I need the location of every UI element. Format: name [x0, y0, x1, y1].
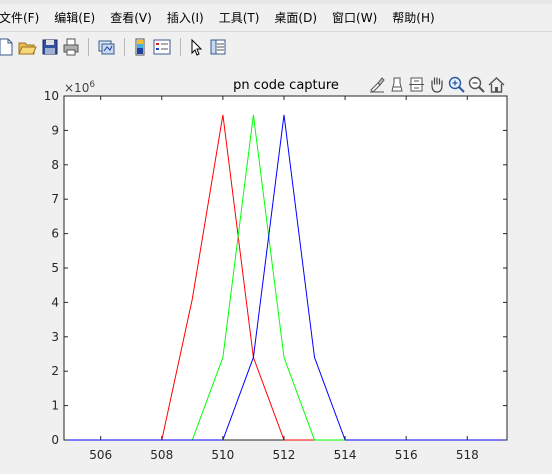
zoom-out-icon[interactable] — [467, 75, 486, 94]
menu-help[interactable]: 帮助(H) — [392, 10, 435, 25]
zoom-in-icon[interactable] — [447, 75, 466, 94]
y-multiplier-base: ×10 — [64, 81, 89, 95]
toolbar-separator — [88, 38, 89, 56]
x-tick-label: 516 — [395, 448, 418, 462]
menu-file[interactable]: 文件(F) — [0, 10, 40, 25]
y-tick-label: 3 — [51, 330, 59, 344]
menu-view[interactable]: 查看(V) — [110, 10, 152, 25]
y-tick-label: 1 — [51, 399, 59, 413]
window-titlebar-edge — [0, 0, 552, 4]
toolbar-separator — [124, 38, 125, 56]
y-tick-label: 6 — [51, 227, 59, 241]
property-inspector-icon[interactable] — [208, 37, 228, 57]
pan-icon[interactable] — [427, 75, 446, 94]
y-tick-label: 9 — [51, 123, 59, 137]
x-tick-label: 514 — [334, 448, 357, 462]
pointer-icon[interactable] — [186, 37, 206, 57]
plot-area[interactable]: 506 508 510 512 514 516 518 0 1 2 3 4 5 6 7 8 9 10 pn cod… — [0, 62, 552, 474]
y-tick-label: 7 — [51, 192, 59, 206]
x-tick-label: 506 — [89, 448, 112, 462]
print-icon[interactable] — [61, 37, 81, 57]
y-tick-label: 10 — [44, 89, 59, 103]
new-file-icon[interactable] — [0, 37, 16, 57]
home-icon[interactable] — [487, 75, 506, 94]
chart-title: pn code capture — [233, 78, 339, 93]
menubar: 文件(F) 编辑(E) 查看(V) 插入(I) 工具(T) 桌面(D) 窗口(W… — [0, 4, 552, 30]
y-tick-label: 5 — [51, 261, 59, 275]
link-plot-icon[interactable] — [96, 37, 116, 57]
brush-icon[interactable] — [368, 75, 387, 94]
save-icon[interactable] — [40, 37, 60, 57]
menu-window[interactable]: 窗口(W) — [332, 10, 378, 25]
menu-insert[interactable]: 插入(I) — [166, 10, 204, 25]
figure-canvas: 506 508 510 512 514 516 518 0 1 2 3 4 5 6 7 8 9 10 pn cod… — [0, 62, 552, 474]
y-axis-multiplier: ×106 — [64, 80, 95, 95]
open-folder-icon[interactable] — [17, 37, 37, 57]
menu-tools[interactable]: 工具(T) — [218, 10, 260, 25]
x-tick-label: 518 — [456, 448, 479, 462]
x-tick-label: 510 — [211, 448, 234, 462]
y-multiplier-exponent: 6 — [89, 80, 95, 90]
data-tips-icon[interactable] — [388, 75, 407, 94]
y-tick-label: 0 — [51, 433, 59, 447]
y-tick-label: 8 — [51, 158, 59, 172]
menu-desktop[interactable]: 桌面(D) — [274, 10, 318, 25]
axes-box[interactable] — [63, 95, 508, 441]
figure-toolbar — [0, 31, 552, 63]
menu-edit[interactable]: 编辑(E) — [54, 10, 96, 25]
x-tick-label: 512 — [273, 448, 296, 462]
y-tick-label: 4 — [51, 295, 59, 309]
colorbar-icon[interactable] — [130, 37, 150, 57]
rotate-icon[interactable] — [407, 75, 426, 94]
legend-icon[interactable] — [152, 37, 172, 57]
x-tick-label: 508 — [150, 448, 173, 462]
toolbar-separator — [180, 38, 181, 56]
y-tick-label: 2 — [51, 364, 59, 378]
